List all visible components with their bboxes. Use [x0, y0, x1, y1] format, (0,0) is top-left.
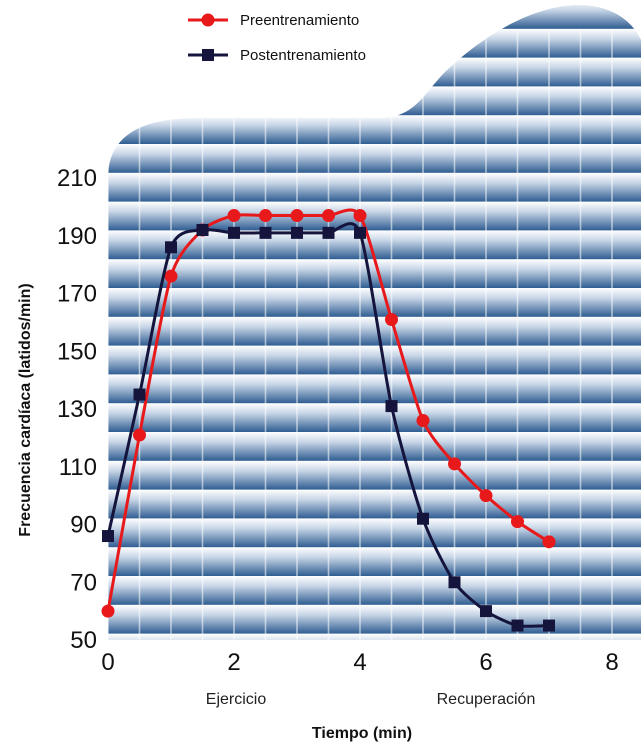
data-point [322, 226, 335, 239]
data-point [479, 489, 493, 503]
data-point [542, 535, 556, 549]
x-axis-title: Tiempo (min) [312, 725, 412, 742]
data-point [416, 414, 430, 428]
data-point [511, 619, 524, 632]
data-point [353, 209, 367, 223]
series-1 [101, 208, 556, 618]
data-point [259, 209, 272, 223]
data-point [385, 312, 398, 326]
legend-marker [201, 13, 215, 27]
data-point [448, 457, 461, 471]
y-tick-label: 90 [70, 512, 97, 539]
y-tick-label: 50 [70, 627, 97, 654]
data-point [227, 209, 241, 223]
x-tick-label: 0 [101, 649, 114, 676]
data-point [133, 388, 146, 401]
x-tick-labels: 0 2 4 6 8 [101, 649, 618, 676]
data-point [259, 226, 272, 239]
y-tick-label: 190 [57, 223, 97, 250]
y-tick-label: 70 [70, 569, 97, 596]
series-2 [102, 222, 555, 632]
legend: Preentrenamiento Postentrenamiento [188, 12, 366, 64]
data-point [385, 400, 398, 413]
y-tick-label: 130 [57, 396, 97, 423]
data-point [322, 209, 335, 223]
data-point [543, 619, 555, 632]
data-point [417, 512, 429, 525]
series-layer [101, 208, 556, 632]
y-tick-labels: 50 70 90 110 130 150 170 190 210 [57, 165, 97, 654]
legend-marker [202, 49, 214, 61]
y-tick-label: 210 [57, 165, 97, 192]
y-tick-label: 170 [57, 281, 97, 308]
data-point [196, 223, 209, 236]
legend-label: Preentrenamiento [240, 12, 359, 29]
x-tick-label: 6 [479, 649, 492, 676]
data-point [164, 269, 178, 283]
data-point [102, 530, 114, 543]
data-point [354, 226, 366, 239]
grid-lines [108, 30, 613, 640]
phase-label-exercise: Ejercicio [206, 691, 267, 708]
legend-label: Postentrenamiento [240, 47, 366, 64]
legend-item: Preentrenamiento [188, 12, 359, 29]
y-tick-label: 150 [57, 338, 97, 365]
data-point [291, 226, 303, 239]
x-tick-label: 8 [605, 649, 618, 676]
x-tick-label: 2 [227, 649, 240, 676]
x-tick-label: 4 [353, 649, 366, 676]
data-point [480, 605, 492, 618]
legend-item: Postentrenamiento [188, 47, 366, 64]
y-axis-title: Frecuencia cardíaca (latidos/min) [17, 283, 34, 536]
data-point [165, 241, 177, 254]
data-point [448, 576, 461, 589]
phase-label-recovery: Recuperación [437, 691, 536, 708]
data-point [228, 226, 240, 239]
data-point [511, 515, 524, 529]
data-point [133, 428, 146, 442]
data-point [101, 604, 115, 618]
y-tick-label: 110 [59, 454, 97, 481]
data-point [290, 209, 304, 223]
